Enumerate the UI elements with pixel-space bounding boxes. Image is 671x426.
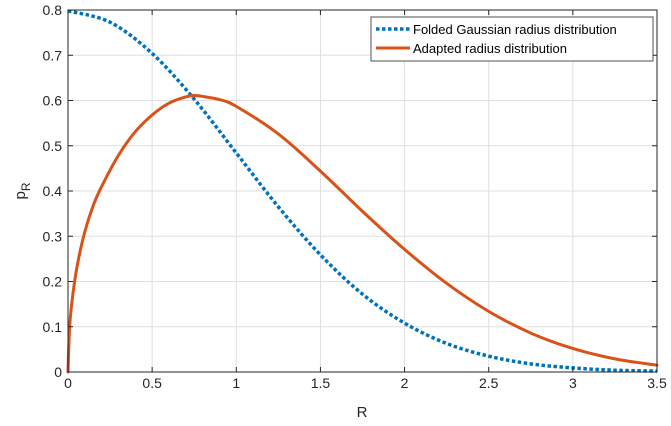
y-tick-label: 0.4 bbox=[43, 183, 63, 199]
legend-label-adapted: Adapted radius distribution bbox=[413, 41, 567, 56]
x-tick-label: 2.5 bbox=[479, 375, 499, 391]
y-tick-label: 0.5 bbox=[43, 138, 63, 154]
x-tick-label: 1 bbox=[232, 375, 240, 391]
x-axis-label: R bbox=[357, 404, 368, 421]
x-tick-label: 1.5 bbox=[311, 375, 331, 391]
x-tick-label: 3.5 bbox=[647, 375, 667, 391]
legend: Folded Gaussian radius distribution Adap… bbox=[370, 16, 654, 62]
tick-layer: 0 0.5 1 1.5 2 2.5 3 3.5 0 0.1 0.2 0.3 0.4 0.5 0.6 0.7 0.… bbox=[43, 2, 667, 391]
x-tick-label: 2 bbox=[401, 375, 409, 391]
series-layer bbox=[66, 9, 659, 374]
y-tick-label: 0.8 bbox=[43, 2, 63, 18]
y-tick-label: 0.1 bbox=[43, 319, 63, 335]
legend-box bbox=[370, 16, 654, 62]
x-tick-label: 0 bbox=[64, 375, 72, 391]
y-tick-label: 0.6 bbox=[43, 93, 63, 109]
series-line-adapted bbox=[66, 94, 659, 374]
x-tick-label: 0.5 bbox=[142, 375, 162, 391]
y-tick-label: 0.7 bbox=[43, 47, 63, 63]
series-line-folded-gaussian bbox=[67, 9, 658, 373]
y-axis-label-main: p bbox=[12, 191, 29, 199]
y-tick-label: 0.3 bbox=[43, 228, 63, 244]
y-tick-label: 0 bbox=[54, 364, 62, 380]
x-tick-label: 3 bbox=[569, 375, 577, 391]
y-tick-label: 0.2 bbox=[43, 274, 63, 290]
y-axis-label-subscript: R bbox=[19, 182, 33, 191]
y-axis-label-group: pR bbox=[12, 182, 33, 199]
y-axis-label: pR bbox=[12, 182, 33, 199]
legend-label-folded-gaussian: Folded Gaussian radius distribution bbox=[413, 22, 617, 37]
